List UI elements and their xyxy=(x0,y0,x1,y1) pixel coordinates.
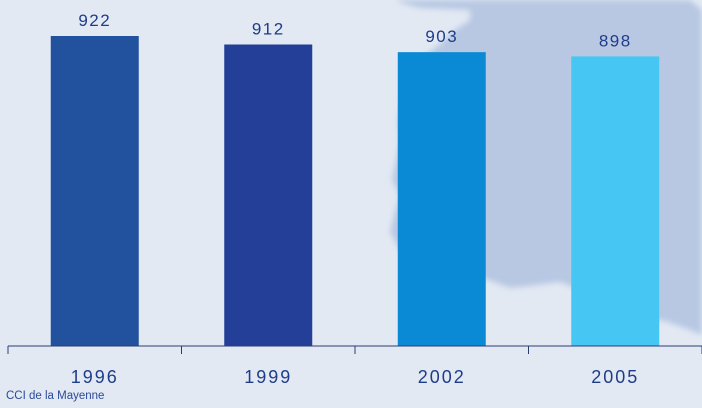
x-tick-label-1999: 1999 xyxy=(244,367,292,387)
bar-1999 xyxy=(224,44,313,346)
bar-2002 xyxy=(397,52,486,347)
value-label-2002: 903 xyxy=(425,27,458,46)
bar-1996 xyxy=(50,36,139,346)
x-tick-label-1996: 1996 xyxy=(71,367,119,387)
bar-2005 xyxy=(571,56,660,347)
value-label-1999: 912 xyxy=(252,20,285,39)
x-tick-label-2005: 2005 xyxy=(591,367,639,387)
value-label-1996: 922 xyxy=(78,11,111,30)
value-label-2005: 898 xyxy=(599,31,632,50)
source-note: CCI de la Mayenne xyxy=(6,390,105,402)
x-tick-label-2002: 2002 xyxy=(418,367,466,387)
